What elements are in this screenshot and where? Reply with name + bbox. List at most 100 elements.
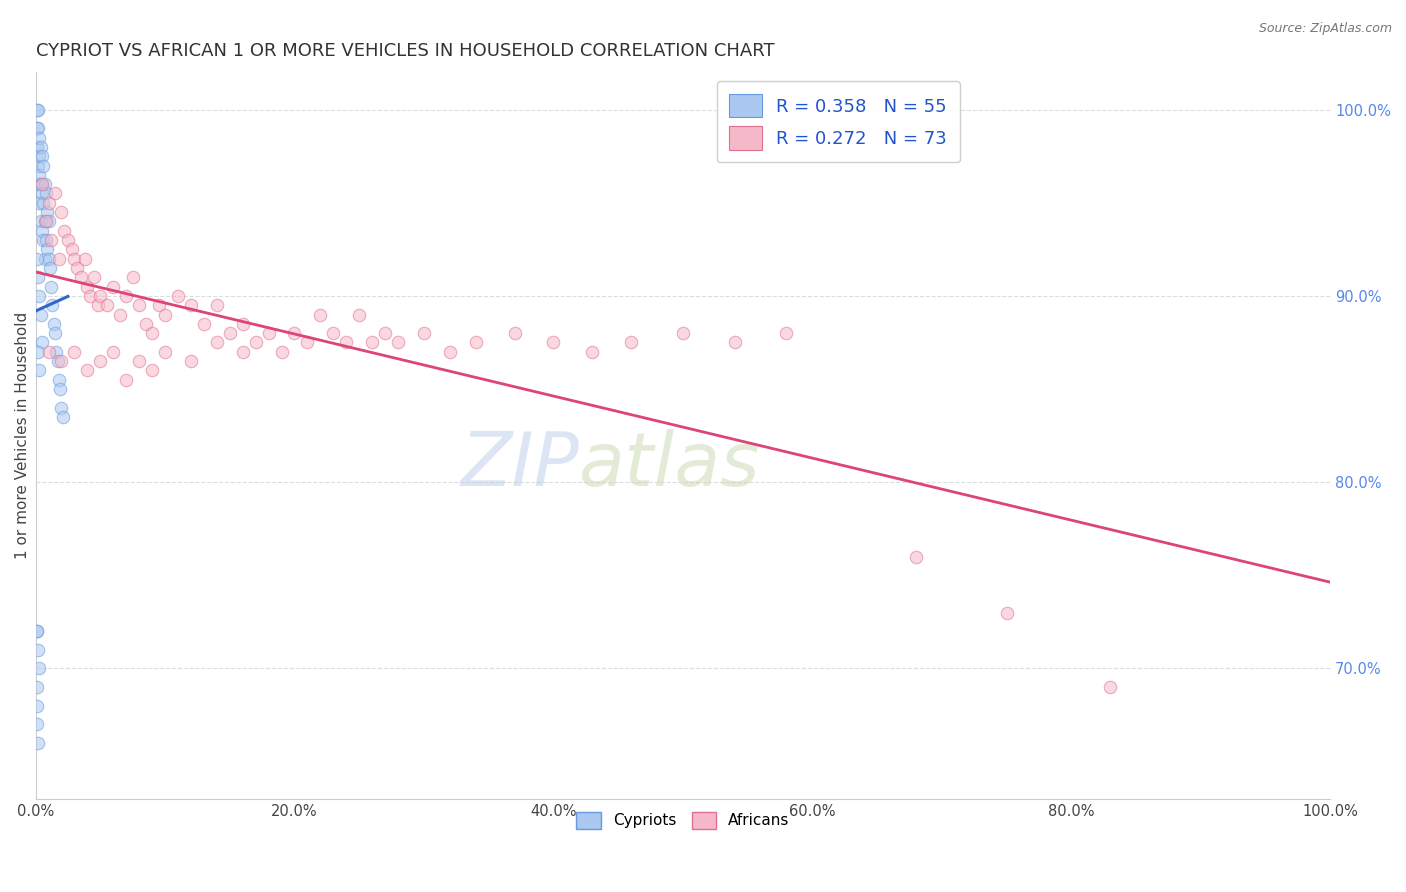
Point bbox=[32, 195, 55, 210]
Point bbox=[193, 317, 215, 331]
Point bbox=[38, 260, 60, 275]
Point bbox=[361, 335, 384, 350]
Point bbox=[34, 252, 56, 266]
Point bbox=[44, 186, 66, 201]
Point bbox=[49, 382, 72, 396]
Point bbox=[79, 289, 101, 303]
Point bbox=[32, 159, 55, 173]
Point bbox=[25, 252, 48, 266]
Point bbox=[270, 344, 292, 359]
Point bbox=[89, 289, 111, 303]
Point bbox=[83, 270, 105, 285]
Point bbox=[374, 326, 396, 341]
Point bbox=[347, 308, 370, 322]
Point bbox=[27, 103, 49, 117]
Point bbox=[121, 270, 143, 285]
Point bbox=[464, 335, 486, 350]
Point bbox=[503, 326, 526, 341]
Point bbox=[34, 177, 56, 191]
Point bbox=[995, 606, 1018, 620]
Point bbox=[37, 252, 59, 266]
Point bbox=[35, 186, 58, 201]
Point bbox=[48, 252, 70, 266]
Text: CYPRIOT VS AFRICAN 1 OR MORE VEHICLES IN HOUSEHOLD CORRELATION CHART: CYPRIOT VS AFRICAN 1 OR MORE VEHICLES IN… bbox=[35, 42, 775, 60]
Legend: Cypriots, Africans: Cypriots, Africans bbox=[569, 805, 796, 835]
Point bbox=[37, 243, 59, 257]
Point bbox=[205, 335, 228, 350]
Point bbox=[128, 298, 150, 312]
Point bbox=[25, 680, 48, 694]
Point bbox=[27, 736, 49, 750]
Point bbox=[39, 279, 62, 293]
Point bbox=[48, 373, 70, 387]
Point bbox=[1099, 680, 1122, 694]
Point bbox=[30, 140, 52, 154]
Point bbox=[232, 344, 254, 359]
Point bbox=[205, 298, 228, 312]
Point bbox=[31, 177, 53, 191]
Point bbox=[60, 243, 83, 257]
Point bbox=[46, 354, 69, 368]
Point bbox=[25, 624, 48, 639]
Point bbox=[620, 335, 643, 350]
Point bbox=[27, 270, 49, 285]
Point bbox=[70, 270, 93, 285]
Point bbox=[439, 344, 461, 359]
Point bbox=[52, 409, 75, 424]
Point bbox=[25, 624, 48, 639]
Point bbox=[86, 298, 108, 312]
Point bbox=[115, 373, 138, 387]
Point bbox=[167, 289, 190, 303]
Point bbox=[28, 149, 51, 163]
Point bbox=[283, 326, 305, 341]
Point bbox=[37, 214, 59, 228]
Point bbox=[53, 224, 76, 238]
Point bbox=[44, 326, 66, 341]
Point bbox=[37, 195, 59, 210]
Point bbox=[904, 549, 927, 564]
Point bbox=[387, 335, 409, 350]
Text: ZIP: ZIP bbox=[461, 429, 579, 500]
Point bbox=[51, 205, 73, 219]
Point bbox=[30, 308, 52, 322]
Point bbox=[89, 354, 111, 368]
Point bbox=[31, 335, 53, 350]
Point bbox=[51, 401, 73, 415]
Point bbox=[76, 279, 98, 293]
Point bbox=[76, 363, 98, 377]
Point bbox=[35, 233, 58, 247]
Point bbox=[31, 149, 53, 163]
Point bbox=[297, 335, 319, 350]
Point bbox=[27, 344, 49, 359]
Point bbox=[108, 308, 131, 322]
Point bbox=[322, 326, 344, 341]
Point bbox=[28, 289, 51, 303]
Point bbox=[37, 205, 59, 219]
Point bbox=[257, 326, 280, 341]
Point bbox=[153, 344, 176, 359]
Point bbox=[148, 298, 170, 312]
Point bbox=[39, 233, 62, 247]
Point bbox=[543, 335, 565, 350]
Text: atlas: atlas bbox=[579, 429, 761, 500]
Point bbox=[63, 252, 86, 266]
Point bbox=[672, 326, 695, 341]
Point bbox=[25, 717, 48, 731]
Point bbox=[245, 335, 267, 350]
Point bbox=[28, 195, 51, 210]
Point bbox=[28, 130, 51, 145]
Point bbox=[51, 354, 73, 368]
Point bbox=[581, 344, 603, 359]
Point bbox=[141, 363, 163, 377]
Point bbox=[775, 326, 797, 341]
Point bbox=[28, 168, 51, 182]
Point bbox=[103, 279, 125, 293]
Point bbox=[27, 643, 49, 657]
Y-axis label: 1 or more Vehicles in Household: 1 or more Vehicles in Household bbox=[15, 312, 30, 559]
Point bbox=[41, 298, 63, 312]
Point bbox=[135, 317, 157, 331]
Point bbox=[218, 326, 240, 341]
Point bbox=[25, 121, 48, 136]
Point bbox=[31, 186, 53, 201]
Point bbox=[180, 298, 202, 312]
